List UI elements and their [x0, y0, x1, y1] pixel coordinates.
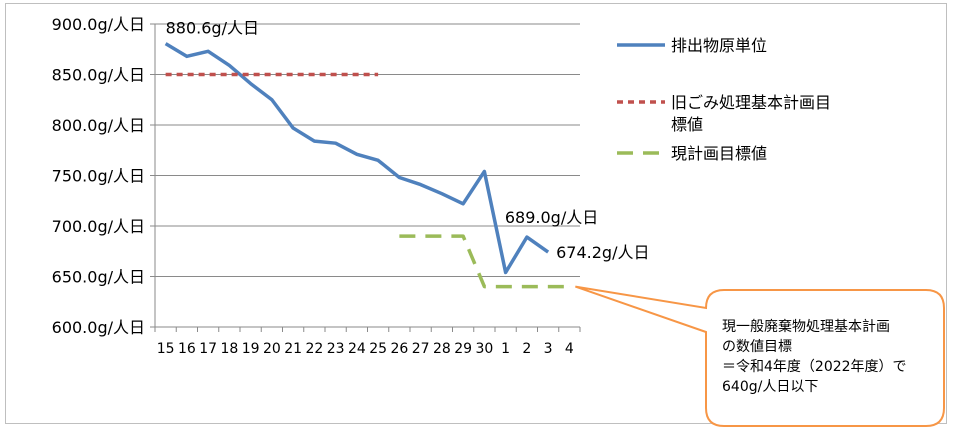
x-tick-label: 16 — [178, 341, 196, 357]
x-tick-label: 24 — [348, 341, 366, 357]
legend-label: 排出物原単位 — [671, 36, 767, 55]
y-tick-label: 700.0g/人日 — [52, 217, 145, 236]
x-tick-label: 29 — [454, 341, 472, 357]
data-label: 674.2g/人日 — [556, 243, 649, 262]
data-label: 689.0g/人日 — [505, 208, 598, 227]
legend-label: 現計画目標値 — [671, 144, 767, 163]
x-tick-label: 18 — [220, 341, 238, 357]
y-tick-label: 600.0g/人日 — [52, 318, 145, 337]
x-tick-label: 15 — [157, 341, 175, 357]
x-tick-label: 26 — [390, 341, 408, 357]
x-tick-label: 25 — [369, 341, 387, 357]
x-tick-label: 22 — [305, 341, 323, 357]
x-tick-label: 23 — [327, 341, 345, 357]
x-tick-label: 3 — [544, 341, 553, 357]
x-tick-label: 27 — [412, 341, 430, 357]
data-label: 880.6g/人日 — [166, 19, 259, 38]
x-tick-label: 1 — [501, 341, 510, 357]
y-tick-label: 750.0g/人日 — [52, 167, 145, 186]
y-tick-label: 850.0g/人日 — [52, 66, 145, 85]
y-tick-label: 900.0g/人日 — [52, 15, 145, 34]
y-tick-label: 650.0g/人日 — [52, 268, 145, 287]
x-tick-label: 4 — [565, 341, 574, 357]
y-tick-label: 800.0g/人日 — [52, 116, 145, 135]
x-tick-label: 28 — [433, 341, 451, 357]
x-tick-label: 20 — [263, 341, 281, 357]
x-tick-label: 19 — [242, 341, 260, 357]
legend-label: 旧ごみ処理基本計画目標値 — [671, 93, 831, 134]
x-tick-label: 17 — [199, 341, 217, 357]
x-tick-label: 30 — [475, 341, 493, 357]
x-tick-label: 21 — [284, 341, 302, 357]
callout-text: 現一般廃棄物処理基本計画 の数値目標 ＝令和4年度（2022年度）で 640g/… — [722, 319, 907, 395]
x-tick-label: 2 — [522, 341, 531, 357]
callout-box — [575, 285, 945, 427]
